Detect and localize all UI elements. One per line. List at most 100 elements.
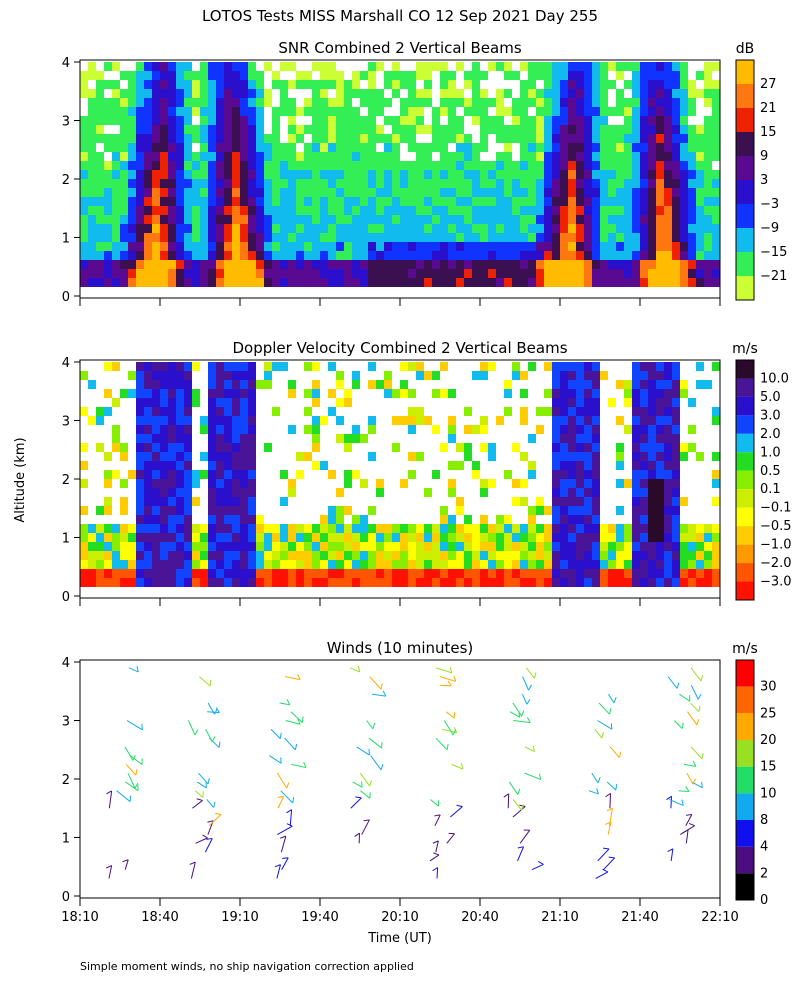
snr-cell — [136, 71, 144, 80]
snr-cell — [312, 107, 320, 116]
snr-cell — [296, 134, 304, 143]
snr-cell — [296, 215, 304, 224]
snr-cell — [104, 116, 112, 125]
snr-cell — [528, 251, 536, 260]
snr-cell — [704, 98, 712, 107]
snr-cell — [696, 242, 704, 251]
doppler-cell — [624, 533, 632, 542]
wind-barb — [519, 829, 531, 844]
snr-cell — [640, 206, 648, 215]
snr-cell — [208, 161, 216, 170]
wind-barb-flag — [207, 777, 210, 785]
snr-cell — [232, 125, 240, 134]
snr-cell — [416, 224, 424, 233]
doppler-cell — [664, 488, 672, 497]
colorbar-frame — [735, 59, 755, 301]
snr-cell — [200, 188, 208, 197]
wind-barb-flag — [615, 784, 618, 791]
doppler-cell — [392, 542, 400, 551]
doppler-cell — [192, 551, 200, 560]
doppler-cell — [560, 425, 568, 434]
wind-barb-flag — [215, 812, 222, 815]
snr-cell — [256, 251, 264, 260]
doppler-cell — [128, 578, 136, 587]
doppler-cell — [624, 578, 632, 587]
doppler-cell — [376, 569, 384, 578]
doppler-colorbar: 10.05.03.02.01.00.50.1−0.1−0.5−1.0−2.0−3… — [735, 359, 792, 601]
snr-cell — [560, 242, 568, 251]
snr-cell — [304, 179, 312, 188]
snr-cell — [432, 269, 440, 278]
doppler-cell — [224, 452, 232, 461]
doppler-cell — [448, 434, 456, 443]
snr-cell — [448, 80, 456, 89]
doppler-cell — [624, 389, 632, 398]
doppler-cell — [160, 461, 168, 470]
doppler-cell — [656, 416, 664, 425]
wind-barb-flag — [449, 667, 453, 674]
doppler-cell — [152, 542, 160, 551]
y-tick-label: 3 — [62, 715, 70, 730]
snr-cell — [440, 134, 448, 143]
snr-cell — [280, 161, 288, 170]
wind-barb — [206, 799, 215, 808]
doppler-cell — [392, 569, 400, 578]
wind-barb — [276, 864, 281, 879]
snr-cell — [248, 116, 256, 125]
snr-cell — [528, 80, 536, 89]
snr-cell — [712, 152, 720, 161]
doppler-cell — [104, 452, 112, 461]
snr-cell — [568, 62, 576, 71]
snr-cell — [440, 170, 448, 179]
snr-cell — [128, 143, 136, 152]
snr-cell — [136, 278, 144, 287]
snr-cell — [368, 80, 376, 89]
snr-cell — [344, 215, 352, 224]
snr-cell — [136, 251, 144, 260]
snr-cell — [648, 89, 656, 98]
snr-cell — [400, 107, 408, 116]
doppler-cell — [624, 524, 632, 533]
snr-cell — [264, 89, 272, 98]
doppler-cell — [144, 533, 152, 542]
footnote: Simple moment winds, no ship navigation … — [80, 960, 414, 973]
doppler-cell — [264, 533, 272, 542]
snr-cell — [648, 251, 656, 260]
snr-cell — [184, 269, 192, 278]
snr-cell — [296, 152, 304, 161]
wind-barb-flag — [526, 698, 531, 705]
snr-cell — [704, 62, 712, 71]
doppler-cell — [424, 371, 432, 380]
snr-cell — [128, 242, 136, 251]
snr-cell — [136, 260, 144, 269]
snr-cell — [608, 251, 616, 260]
doppler-cell — [248, 371, 256, 380]
doppler-cell — [144, 398, 152, 407]
snr-cell — [584, 152, 592, 161]
doppler-cell — [576, 497, 584, 506]
snr-cell — [192, 152, 200, 161]
doppler-cell — [112, 398, 120, 407]
snr-cell — [416, 161, 424, 170]
snr-cell — [264, 233, 272, 242]
snr-cell — [328, 62, 336, 71]
wind-barb-flag — [447, 680, 452, 687]
doppler-cell — [704, 380, 712, 389]
snr-cell — [544, 170, 552, 179]
snr-cell — [88, 98, 96, 107]
doppler-cell — [672, 398, 680, 407]
snr-cell — [192, 206, 200, 215]
snr-cell — [528, 170, 536, 179]
snr-cell — [464, 179, 472, 188]
snr-cell — [224, 269, 232, 278]
snr-cell — [288, 143, 296, 152]
snr-cell — [560, 143, 568, 152]
snr-cell — [416, 215, 424, 224]
snr-cell — [96, 278, 104, 287]
snr-cell — [240, 206, 248, 215]
snr-cell — [624, 197, 632, 206]
snr-cell — [384, 242, 392, 251]
snr-cell — [400, 251, 408, 260]
snr-cell — [480, 215, 488, 224]
doppler-cell — [584, 560, 592, 569]
